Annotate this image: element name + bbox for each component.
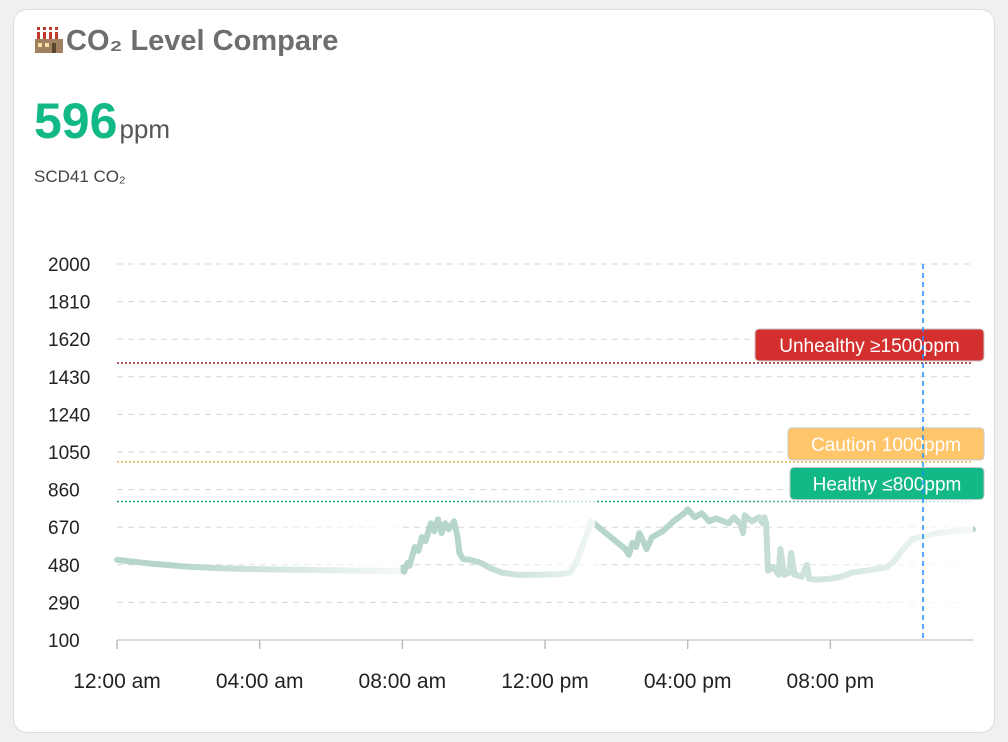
y-tick-label-2000: 2000 <box>48 255 90 276</box>
annotation-box-1 <box>787 427 985 461</box>
fade-overlay-3 <box>705 495 973 605</box>
factory-icon <box>35 27 63 53</box>
y-tick-label-100: 100 <box>48 631 80 652</box>
fade-overlay-2 <box>459 500 595 600</box>
x-tick-label-16: 04:00 pm <box>644 670 732 693</box>
co2-value: 596 <box>34 93 118 149</box>
annotation-box-2 <box>789 466 985 500</box>
current-value: 596ppm <box>34 92 170 150</box>
y-tick-label-1810: 1810 <box>48 293 90 314</box>
y-tick-label-1240: 1240 <box>48 405 90 426</box>
annotation-label-1: Caution 1000ppm <box>811 435 961 456</box>
x-tick-label-8: 08:00 am <box>359 670 447 693</box>
x-tick-label-12: 12:00 pm <box>501 670 589 693</box>
y-tick-label-670: 670 <box>48 518 80 539</box>
y-tick-label-1050: 1050 <box>48 443 90 464</box>
y-tick-label-1430: 1430 <box>48 368 90 389</box>
annotation-label-2: Healthy ≤800ppm <box>813 474 962 495</box>
y-tick-label-290: 290 <box>48 593 80 614</box>
co2-unit: ppm <box>119 114 171 144</box>
sensor-name: SCD41 CO₂ <box>34 167 126 186</box>
y-tick-label-860: 860 <box>48 481 80 502</box>
y-tick-label-1620: 1620 <box>48 330 90 351</box>
annotation-box-0 <box>754 328 985 362</box>
x-tick-label-20: 08:00 pm <box>787 670 875 693</box>
y-tick-label-480: 480 <box>48 556 80 577</box>
annotation-label-0: Unhealthy ≥1500ppm <box>779 336 960 357</box>
card-title-text: CO₂ Level Compare <box>66 25 339 57</box>
x-tick-label-0: 12:00 am <box>73 670 161 693</box>
card-title: CO₂ Level Compare <box>34 24 338 58</box>
x-tick-label-4: 04:00 am <box>216 670 304 693</box>
co2-card <box>13 9 995 733</box>
fade-overlay-1 <box>170 520 401 590</box>
